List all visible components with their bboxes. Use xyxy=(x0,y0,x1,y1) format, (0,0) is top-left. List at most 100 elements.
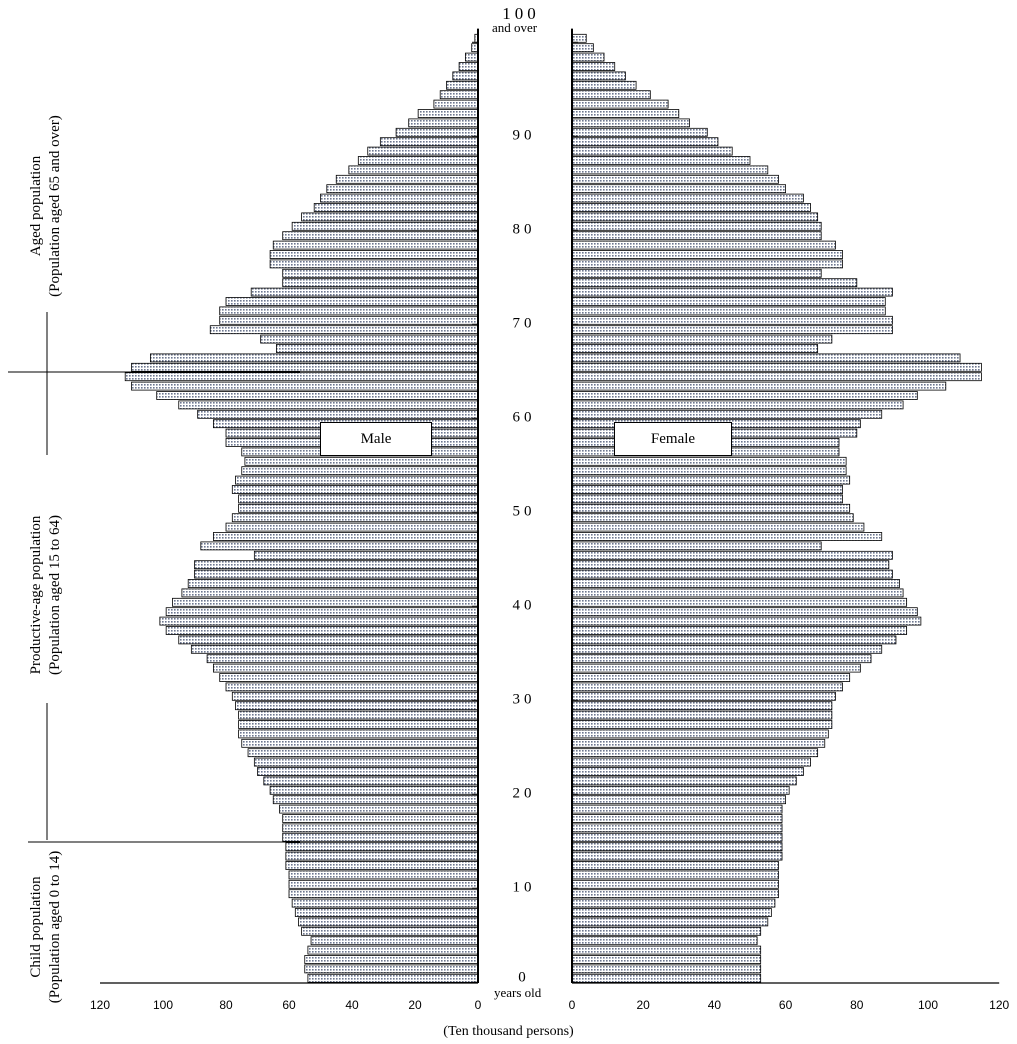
male-bar-age-37 xyxy=(165,626,479,635)
female-bar-age-93 xyxy=(571,99,669,109)
male-bar-age-68 xyxy=(260,334,479,344)
male-bar-age-15 xyxy=(282,832,479,842)
male-bar-age-27 xyxy=(238,720,479,729)
female-bar-age-8 xyxy=(571,898,776,908)
male-bar-age-91 xyxy=(408,118,479,128)
age-top-suffix: and over xyxy=(492,20,538,35)
female-bar-age-12 xyxy=(571,861,779,870)
female-bar-age-79 xyxy=(571,231,822,241)
age-label-30: 30 xyxy=(512,691,536,708)
male-bar-age-28 xyxy=(238,710,479,720)
male-bar-age-96 xyxy=(452,71,479,81)
female-bar-age-90 xyxy=(571,127,708,137)
female-bar-age-0 xyxy=(571,973,762,983)
female-bars xyxy=(571,33,982,983)
male-bar-age-54 xyxy=(241,466,479,476)
female-bar-age-31 xyxy=(571,682,843,692)
male-bar-age-61 xyxy=(178,400,479,410)
male-bar-age-88 xyxy=(367,146,479,156)
female-bar-age-74 xyxy=(571,278,858,288)
female-bar-age-10 xyxy=(571,879,779,889)
male-bar-age-45 xyxy=(253,550,479,560)
age-label-50: 50 xyxy=(512,503,536,520)
female-bar-age-53 xyxy=(571,475,851,485)
female-bar-age-96 xyxy=(571,71,626,81)
male-bar-age-32 xyxy=(219,673,479,682)
male-bar-age-31 xyxy=(225,682,479,692)
male-x-tick-100: 100 xyxy=(152,998,174,1012)
female-bar-age-84 xyxy=(571,184,787,194)
male-bar-age-26 xyxy=(238,729,479,739)
female-bar-age-18 xyxy=(571,804,783,814)
male-bar-age-79 xyxy=(282,231,479,241)
female-bar-age-54 xyxy=(571,466,847,476)
male-bar-age-83 xyxy=(320,193,479,203)
male-x-tick-0: 0 xyxy=(474,998,482,1012)
female-x-tick-0: 0 xyxy=(568,998,576,1012)
female-bar-age-1 xyxy=(571,964,762,974)
female-bar-age-22 xyxy=(571,767,804,776)
male-bars xyxy=(124,33,479,983)
female-bar-age-4 xyxy=(571,936,758,946)
male-bar-age-46 xyxy=(200,541,479,551)
female-bar-age-95 xyxy=(571,80,637,90)
age-label-0: 0 xyxy=(518,969,530,986)
female-bar-age-42 xyxy=(571,579,900,588)
female-bar-age-86 xyxy=(571,165,769,175)
male-bar-age-77 xyxy=(269,250,479,259)
male-bar-age-95 xyxy=(446,80,479,90)
male-bar-age-72 xyxy=(225,297,479,306)
productive-age-population-label: Productive-age population (Population ag… xyxy=(28,515,63,675)
age-label-40: 40 xyxy=(512,597,536,614)
female-bar-age-24 xyxy=(571,748,819,758)
male-bar-age-65 xyxy=(131,362,479,372)
male-bar-age-40 xyxy=(172,597,479,607)
female-bar-age-76 xyxy=(571,259,843,269)
male-bar-age-82 xyxy=(313,203,479,212)
male-bar-age-39 xyxy=(165,607,479,617)
female-bar-age-15 xyxy=(571,832,783,842)
female-bar-age-97 xyxy=(571,62,616,71)
female-bar-age-81 xyxy=(571,212,819,222)
female-bar-age-87 xyxy=(571,156,751,165)
female-bar-age-92 xyxy=(571,109,680,118)
female-x-tick-60: 60 xyxy=(778,998,793,1012)
male-bar-age-55 xyxy=(244,456,479,466)
male-bar-age-98 xyxy=(464,52,479,62)
female-bar-age-61 xyxy=(571,400,904,410)
female-bar-age-36 xyxy=(571,635,897,645)
male-bar-age-12 xyxy=(285,861,479,870)
male-x-tick-80: 80 xyxy=(219,998,233,1012)
female-bar-age-69 xyxy=(571,325,893,335)
female-bar-age-70 xyxy=(571,315,893,325)
female-bar-age-2 xyxy=(571,955,762,964)
female-bar-age-60 xyxy=(571,409,883,419)
female-bar-age-48 xyxy=(571,522,865,532)
male-bar-age-60 xyxy=(197,409,479,419)
female-bar-age-35 xyxy=(571,644,883,654)
female-bar-age-85 xyxy=(571,174,779,184)
male-bar-age-53 xyxy=(235,475,479,485)
male-x-tick-120: 120 xyxy=(89,998,111,1012)
male-bar-age-69 xyxy=(209,325,479,335)
male-bar-age-49 xyxy=(231,513,479,523)
male-bar-age-22 xyxy=(257,767,479,776)
male-bar-age-66 xyxy=(149,353,479,363)
male-bar-age-16 xyxy=(282,823,479,833)
female-bar-age-9 xyxy=(571,889,779,899)
axes xyxy=(8,28,1000,984)
female-bar-age-94 xyxy=(571,90,651,100)
male-bar-age-50 xyxy=(238,503,479,513)
male-bar-age-47 xyxy=(212,532,479,541)
male-x-tick-40: 40 xyxy=(345,998,359,1012)
male-bar-age-34 xyxy=(206,654,479,664)
female-bar-age-19 xyxy=(571,795,787,805)
male-bar-age-30 xyxy=(231,691,479,701)
male-bar-age-14 xyxy=(285,842,479,852)
male-bar-age-52 xyxy=(231,485,479,494)
x-axis-label: (Ten thousand persons) xyxy=(443,1024,574,1039)
female-bar-age-100 xyxy=(571,33,587,43)
male-bar-age-5 xyxy=(301,926,479,936)
female-bar-age-38 xyxy=(571,616,922,626)
